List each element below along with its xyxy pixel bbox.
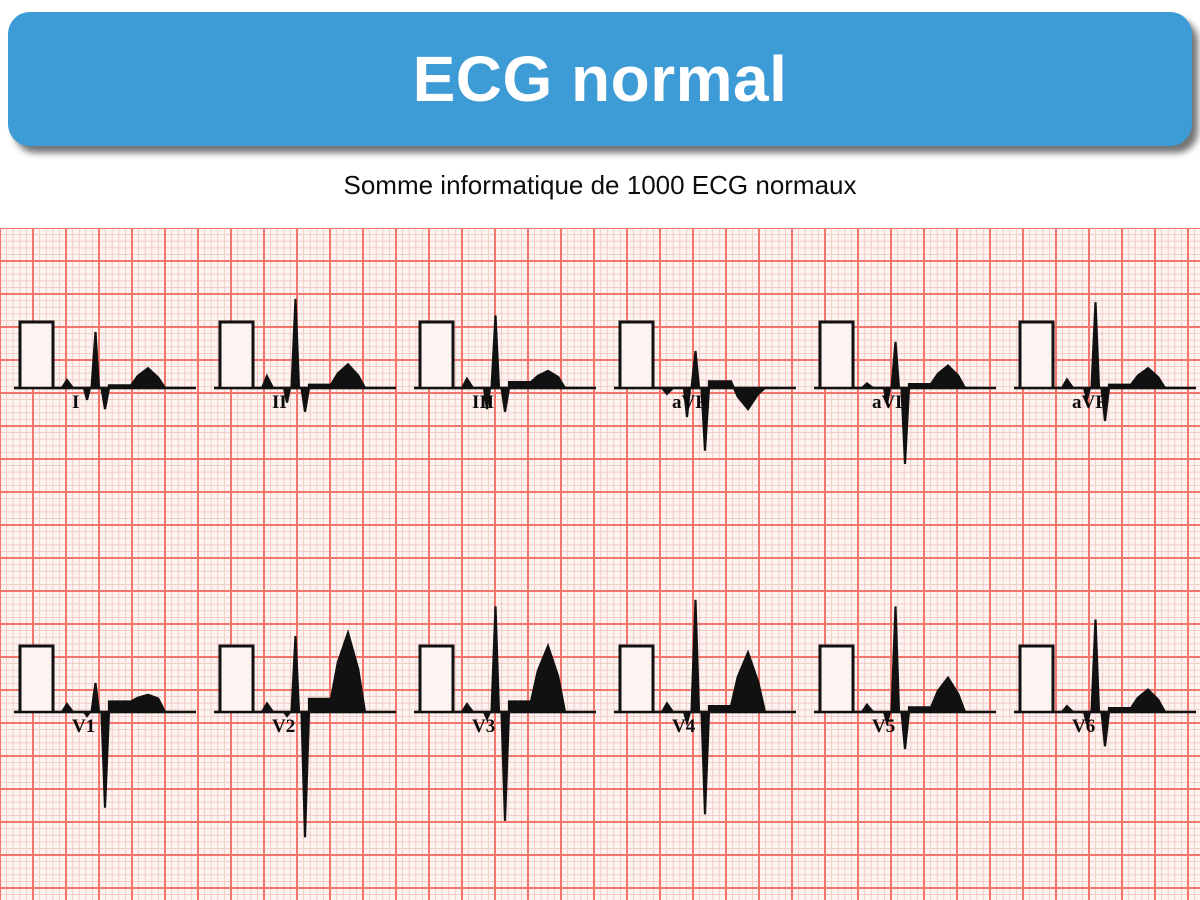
title-banner: ECG normal (8, 12, 1192, 146)
ecg-grid (0, 228, 1200, 900)
page-title: ECG normal (412, 43, 788, 115)
ecg-paper: I II III aVR aVL aVF V1 V2 V3 V4 V5 V6 (0, 228, 1200, 900)
subtitle: Somme informatique de 1000 ECG normaux (343, 170, 857, 200)
